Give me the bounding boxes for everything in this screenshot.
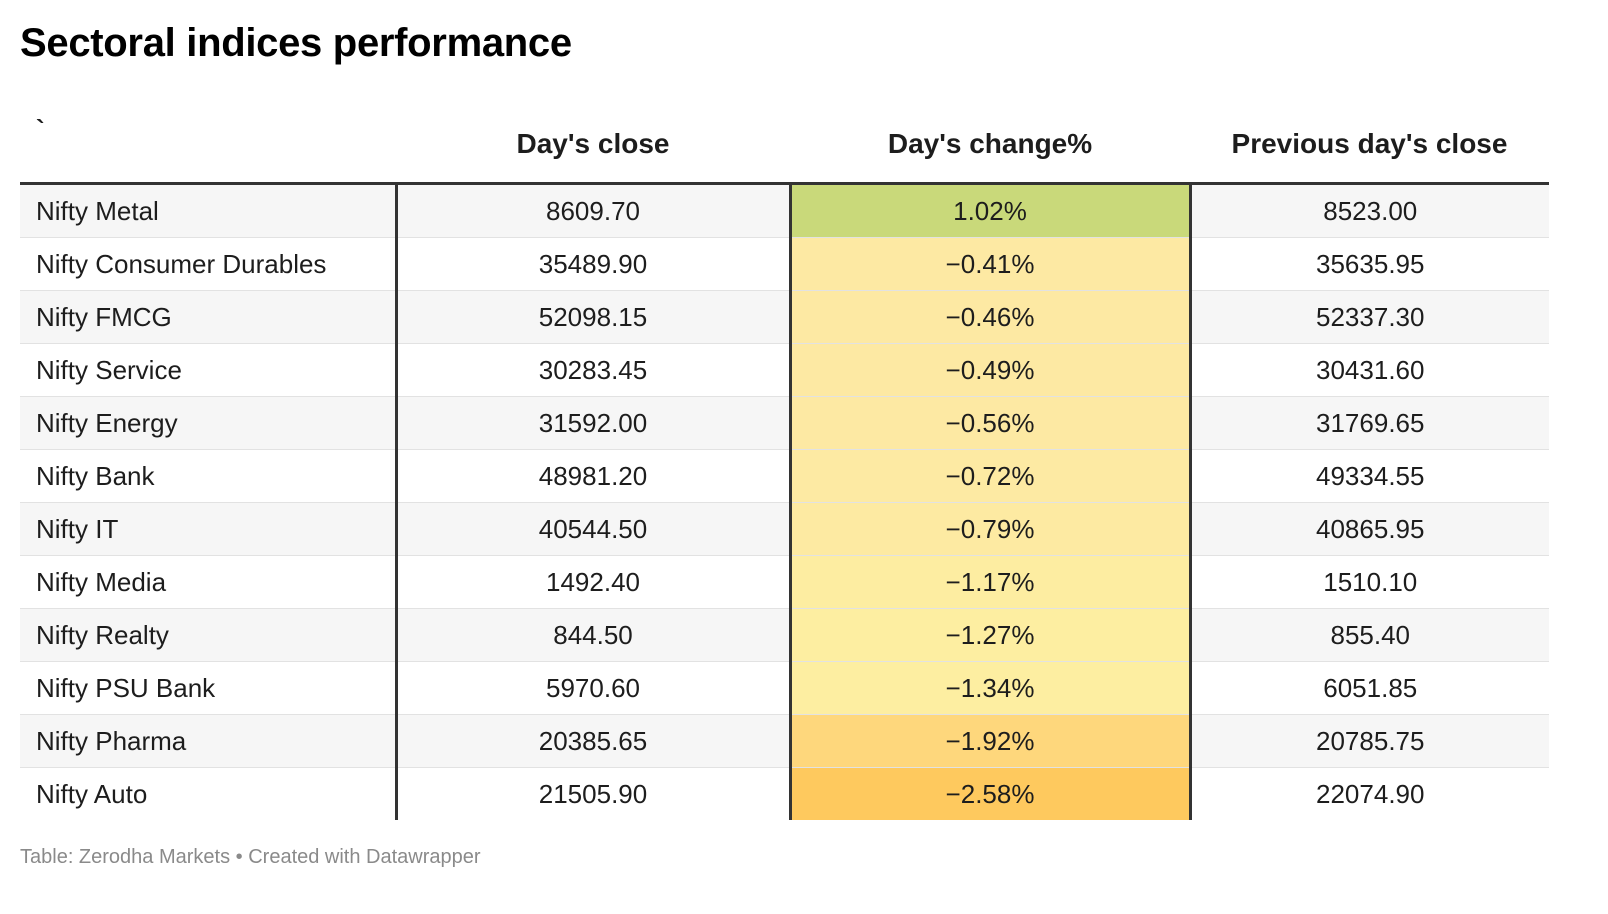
index-name-cell: Nifty Energy	[20, 396, 398, 450]
days-change-cell: −0.49%	[790, 343, 1192, 397]
days-close-cell: 40544.50	[396, 502, 792, 556]
days-change-cell: −1.34%	[790, 661, 1192, 715]
days-close-cell: 8609.70	[396, 183, 792, 238]
previous-close-cell: 35635.95	[1190, 237, 1549, 291]
days-change-cell: −0.46%	[790, 290, 1192, 344]
index-name-cell: Nifty Pharma	[20, 714, 398, 768]
days-close-cell: 52098.15	[396, 290, 792, 344]
table-row: Nifty IT 40544.50 −0.79% 40865.95	[20, 502, 1549, 556]
table-row: Nifty FMCG 52098.15 −0.46% 52337.30	[20, 290, 1549, 344]
sectoral-indices-table: ` Day's close Day's change% Previous day…	[20, 106, 1549, 820]
days-close-cell: 20385.65	[396, 714, 792, 768]
previous-close-cell: 8523.00	[1190, 183, 1549, 238]
previous-close-cell: 40865.95	[1190, 502, 1549, 556]
index-name-cell: Nifty Service	[20, 343, 398, 397]
column-header-days-close: Day's close	[396, 106, 790, 185]
table-row: Nifty Energy 31592.00 −0.56% 31769.65	[20, 396, 1549, 450]
days-change-cell: −0.79%	[790, 502, 1192, 556]
table-row: Nifty Bank 48981.20 −0.72% 49334.55	[20, 449, 1549, 503]
table-row: Nifty Realty 844.50 −1.27% 855.40	[20, 608, 1549, 662]
table-row: Nifty Auto 21505.90 −2.58% 22074.90	[20, 767, 1549, 820]
index-name-cell: Nifty Bank	[20, 449, 398, 503]
days-change-cell: −0.41%	[790, 237, 1192, 291]
table-header-row: ` Day's close Day's change% Previous day…	[20, 106, 1549, 185]
days-close-cell: 35489.90	[396, 237, 792, 291]
days-change-cell: −1.27%	[790, 608, 1192, 662]
table-row: Nifty PSU Bank 5970.60 −1.34% 6051.85	[20, 661, 1549, 715]
days-change-cell: −2.58%	[790, 767, 1192, 820]
days-close-cell: 1492.40	[396, 555, 792, 609]
table-body: Nifty Metal 8609.70 1.02% 8523.00 Nifty Cons…	[20, 183, 1549, 820]
days-close-cell: 30283.45	[396, 343, 792, 397]
previous-close-cell: 855.40	[1190, 608, 1549, 662]
previous-close-cell: 30431.60	[1190, 343, 1549, 397]
column-header-days-change: Day's change%	[790, 106, 1190, 185]
days-close-cell: 844.50	[396, 608, 792, 662]
days-close-cell: 21505.90	[396, 767, 792, 820]
index-name-cell: Nifty FMCG	[20, 290, 398, 344]
source-footer: Table: Zerodha Markets • Created with Da…	[20, 846, 481, 868]
days-close-cell: 48981.20	[396, 449, 792, 503]
table-row: Nifty Metal 8609.70 1.02% 8523.00	[20, 183, 1549, 238]
index-name-cell: Nifty PSU Bank	[20, 661, 398, 715]
previous-close-cell: 31769.65	[1190, 396, 1549, 450]
index-name-cell: Nifty Auto	[20, 767, 398, 820]
previous-close-cell: 1510.10	[1190, 555, 1549, 609]
days-close-cell: 31592.00	[396, 396, 792, 450]
days-change-cell: 1.02%	[790, 183, 1192, 238]
index-name-cell: Nifty Consumer Durables	[20, 237, 398, 291]
column-header-index: `	[20, 106, 396, 185]
index-name-cell: Nifty Media	[20, 555, 398, 609]
previous-close-cell: 49334.55	[1190, 449, 1549, 503]
index-name-cell: Nifty Realty	[20, 608, 398, 662]
days-close-cell: 5970.60	[396, 661, 792, 715]
table-row: Nifty Media 1492.40 −1.17% 1510.10	[20, 555, 1549, 609]
days-change-cell: −1.17%	[790, 555, 1192, 609]
page-title: Sectoral indices performance	[20, 21, 572, 65]
index-name-cell: Nifty Metal	[20, 183, 398, 238]
table-row: Nifty Service 30283.45 −0.49% 30431.60	[20, 343, 1549, 397]
previous-close-cell: 20785.75	[1190, 714, 1549, 768]
table-row: Nifty Pharma 20385.65 −1.92% 20785.75	[20, 714, 1549, 768]
days-change-cell: −0.56%	[790, 396, 1192, 450]
index-name-cell: Nifty IT	[20, 502, 398, 556]
table-row: Nifty Consumer Durables 35489.90 −0.41% 356…	[20, 237, 1549, 291]
days-change-cell: −0.72%	[790, 449, 1192, 503]
previous-close-cell: 6051.85	[1190, 661, 1549, 715]
column-header-previous-close: Previous day's close	[1190, 106, 1549, 185]
days-change-cell: −1.92%	[790, 714, 1192, 768]
previous-close-cell: 52337.30	[1190, 290, 1549, 344]
previous-close-cell: 22074.90	[1190, 767, 1549, 820]
